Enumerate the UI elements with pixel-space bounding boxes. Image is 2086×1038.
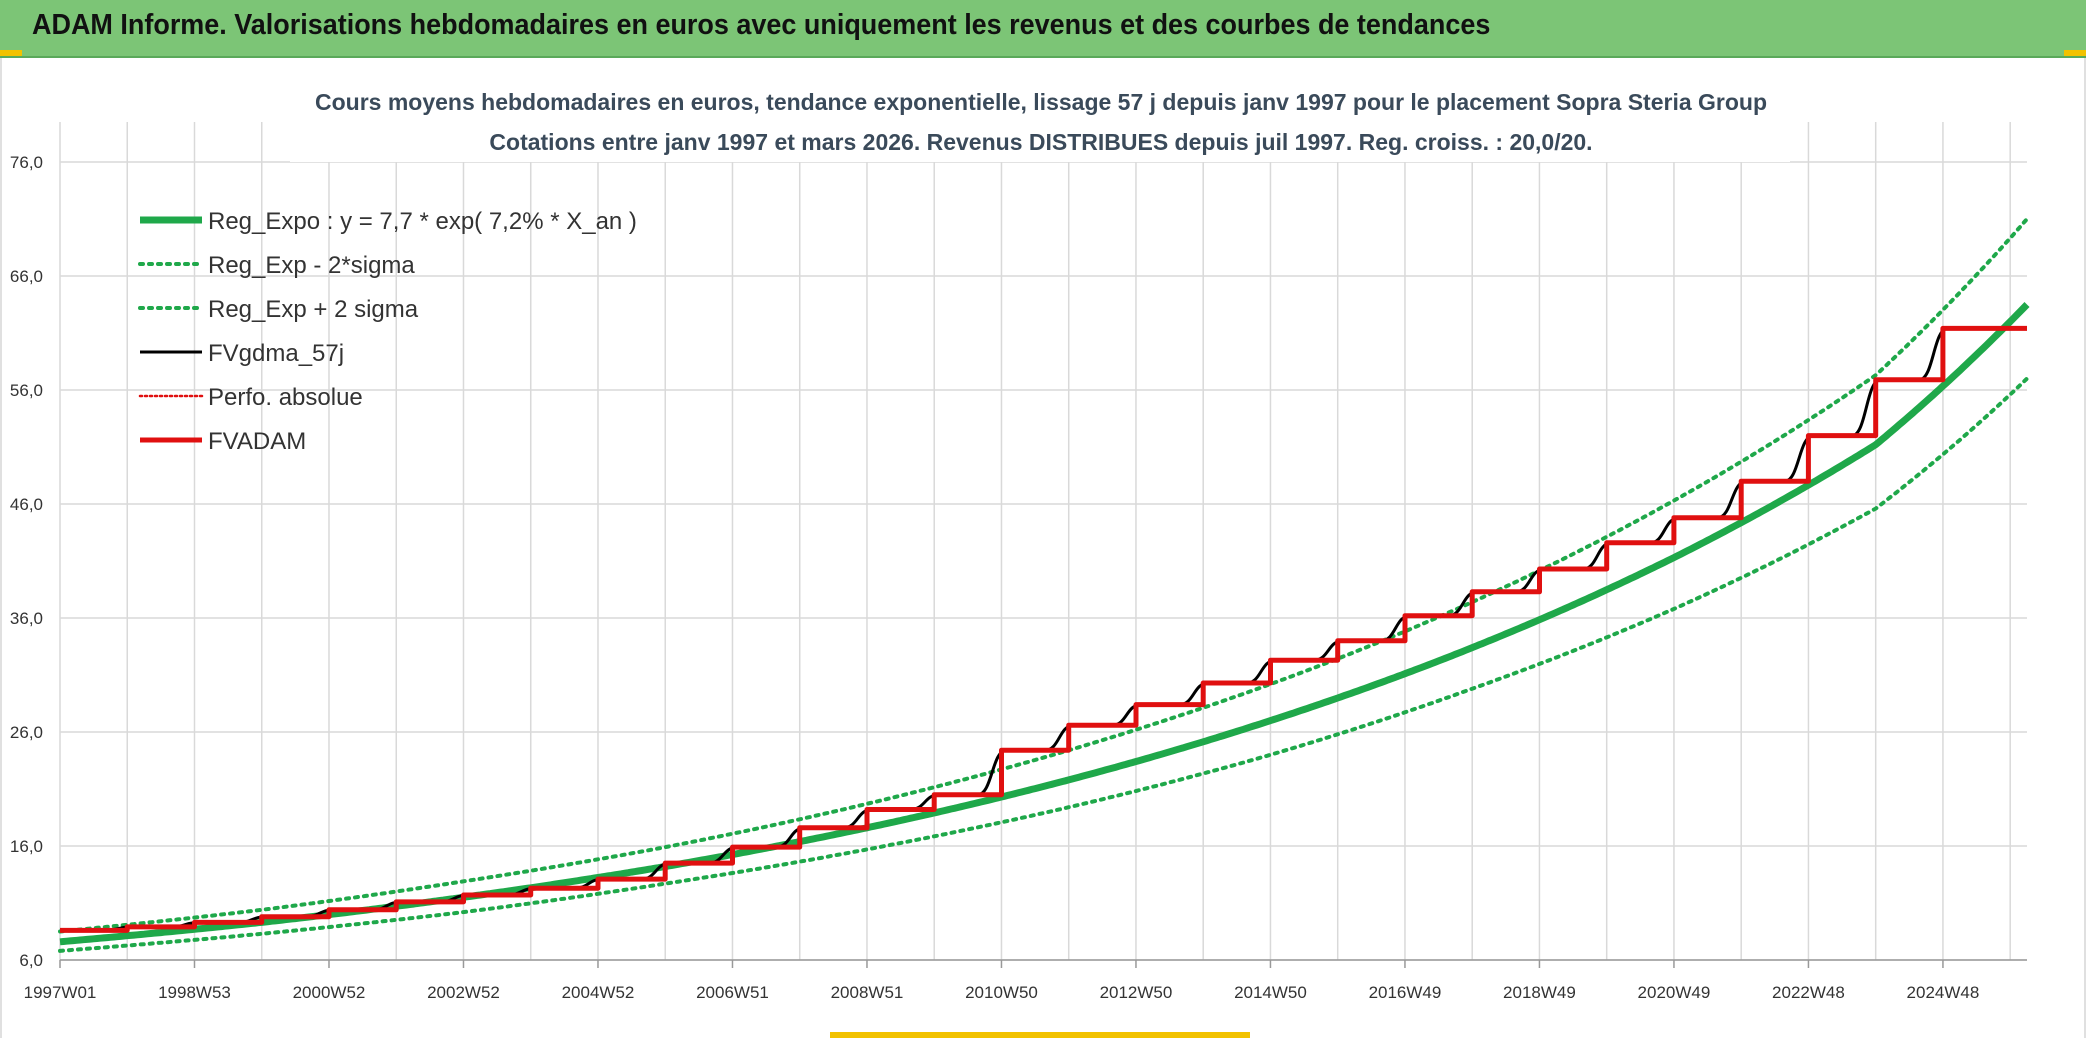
x-tick-label: 2014W50 [1234,983,1307,1002]
y-tick-label: 56,0 [10,381,43,400]
chart-frame [0,58,2086,1038]
y-tick-label: 16,0 [10,837,43,856]
legend-label-1: Reg_Exp - 2*sigma [208,252,415,279]
y-tick-label: 66,0 [10,267,43,286]
axes: 6,0 16,0 26,0 36,0 46,0 56,0 66,0 76,0 1997W01 19… [10,153,2027,1002]
legend-label-3: FVgdma_57j [208,340,344,367]
title-backdrop [290,80,1790,162]
x-tick-label: 1997W01 [24,983,97,1002]
y-tick-label: 26,0 [10,723,43,742]
series-line-1 [58,376,2029,953]
x-tick-label: 2006W51 [696,983,769,1002]
series-line-5 [59,325,2027,933]
y-tick-label: 36,0 [10,609,43,628]
x-tick-label: 2012W50 [1100,983,1173,1002]
x-tick-label: 2018W49 [1503,983,1576,1002]
chart-title: Cours moyens hebdomadaires en euros, ten… [315,89,1767,115]
x-tick-label: 1998W53 [158,983,231,1002]
corner-mark-bottom [830,1032,1250,1038]
legend-label-2: Reg_Exp + 2 sigma [208,296,419,323]
legend-label-5: FVADAM [208,428,306,455]
legend-label-4: Perfo. absolue [208,384,363,411]
x-tick-label: 2000W52 [293,983,366,1002]
x-tick-label: 2008W51 [831,983,904,1002]
y-tick-label: 46,0 [10,495,43,514]
x-tick-label: 2004W52 [562,983,635,1002]
x-tick-label: 2010W50 [965,983,1038,1002]
report-banner: ADAM Informe. Valorisations hebdomadaire… [0,0,2086,58]
y-tick-label: 6,0 [19,951,43,970]
series-line-2 [58,217,2029,934]
report-title: ADAM Informe. Valorisations hebdomadaire… [32,9,1491,41]
legend: Reg_Expo : y = 7,7 * exp( 7,2% * X_an ) R… [138,208,637,455]
x-tick-label: 2016W49 [1369,983,1442,1002]
series-line-3 [59,326,2027,932]
x-tick-label: 2020W49 [1638,983,1711,1002]
corner-mark-left [0,50,22,56]
x-tick-label: 2024W48 [1907,983,1980,1002]
x-tick-label: 2022W48 [1772,983,1845,1002]
chart-subtitle: Cotations entre janv 1997 et mars 2026. … [489,129,1592,155]
corner-mark-right [2064,50,2086,56]
y-tick-label: 76,0 [10,153,43,172]
x-tick-label: 2002W52 [427,983,500,1002]
series [58,217,2030,953]
legend-label-0: Reg_Expo : y = 7,7 * exp( 7,2% * X_an ) [208,208,637,235]
